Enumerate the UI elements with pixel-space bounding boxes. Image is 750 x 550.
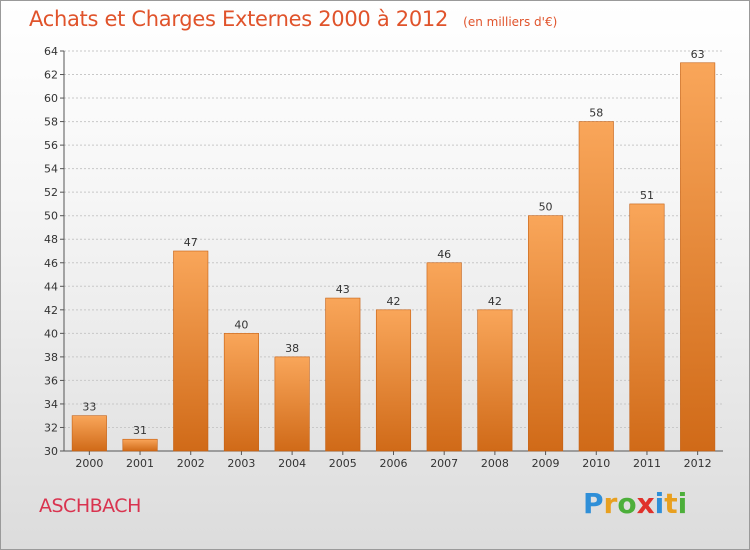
y-tick-label: 30 <box>44 445 58 458</box>
x-tick-label-2011: 2011 <box>633 457 661 470</box>
y-tick-label: 34 <box>44 398 58 411</box>
x-tick-label-2002: 2002 <box>177 457 205 470</box>
x-tick-label-2006: 2006 <box>380 457 408 470</box>
y-tick-label: 58 <box>44 116 58 129</box>
bar-2012 <box>680 62 716 452</box>
logo-letter: x <box>636 487 655 520</box>
chart-title: Achats et Charges Externes 2000 à 2012 <box>29 7 449 31</box>
bar-2011 <box>629 203 665 452</box>
logo-letter: i <box>654 487 665 520</box>
x-tick-label-2009: 2009 <box>532 457 560 470</box>
y-tick-label: 44 <box>44 280 58 293</box>
bar-2010 <box>578 121 614 452</box>
value-label-2009: 50 <box>539 201 553 214</box>
logo-letter: r <box>603 487 618 520</box>
logo-letter: t <box>664 487 678 520</box>
x-tick-label-2007: 2007 <box>430 457 458 470</box>
y-tick-label: 60 <box>44 92 58 105</box>
logo-letter: i <box>677 487 688 520</box>
logo-letter: P <box>583 487 604 520</box>
proxiti-logo: Proxiti <box>583 487 687 520</box>
y-tick-label: 62 <box>44 69 58 82</box>
y-tick-label: 42 <box>44 304 58 317</box>
value-label-2007: 46 <box>437 248 451 261</box>
x-tick-label-2005: 2005 <box>329 457 357 470</box>
bar-2007 <box>426 262 462 452</box>
x-tick-label-2008: 2008 <box>481 457 509 470</box>
bar-2008 <box>477 309 513 452</box>
bar-2001 <box>122 438 158 452</box>
chart-subtitle: (en milliers d'€) <box>463 15 558 29</box>
value-label-2003: 40 <box>234 318 248 331</box>
x-tick-label-2003: 2003 <box>227 457 255 470</box>
bar-2009 <box>528 215 564 452</box>
value-label-2006: 42 <box>387 295 401 308</box>
x-tick-label-2000: 2000 <box>75 457 103 470</box>
bar-2002 <box>173 250 209 452</box>
y-tick-label: 46 <box>44 257 58 270</box>
chart-title-row: Achats et Charges Externes 2000 à 2012 (… <box>29 7 557 31</box>
value-label-2002: 47 <box>184 236 198 249</box>
y-tick-label: 64 <box>44 45 58 58</box>
x-tick-label-2012: 2012 <box>684 457 712 470</box>
bar-2003 <box>223 333 259 452</box>
bar-2006 <box>375 309 412 452</box>
y-tick-label: 56 <box>44 139 58 152</box>
y-tick-label: 48 <box>44 233 58 246</box>
value-label-2008: 42 <box>488 295 502 308</box>
x-tick-label-2001: 2001 <box>126 457 154 470</box>
value-label-2011: 51 <box>640 189 654 202</box>
x-tick-label-2004: 2004 <box>278 457 306 470</box>
y-tick-label: 36 <box>44 374 58 387</box>
y-tick-label: 54 <box>44 163 58 176</box>
value-label-2012: 63 <box>691 48 705 61</box>
logo-letter: o <box>617 487 637 520</box>
bar-2004 <box>274 356 310 452</box>
value-label-2000: 33 <box>82 401 96 414</box>
location-name: ASCHBACH <box>39 495 141 517</box>
y-tick-label: 40 <box>44 327 58 340</box>
x-tick-label-2010: 2010 <box>582 457 610 470</box>
value-label-2004: 38 <box>285 342 299 355</box>
y-tick-label: 38 <box>44 351 58 364</box>
y-tick-label: 52 <box>44 186 58 199</box>
labels: 30 32 34 36 38 40 42 44 46 48 50 52 54 56 58 60 62 64 33 20… <box>44 45 712 470</box>
y-tick-label: 50 <box>44 210 58 223</box>
value-label-2010: 58 <box>589 107 603 120</box>
y-tick-label: 32 <box>44 421 58 434</box>
value-label-2005: 43 <box>336 283 350 296</box>
bars <box>71 62 716 452</box>
value-label-2001: 31 <box>133 424 147 437</box>
bar-2005 <box>325 297 361 452</box>
bar-2000 <box>71 415 107 452</box>
